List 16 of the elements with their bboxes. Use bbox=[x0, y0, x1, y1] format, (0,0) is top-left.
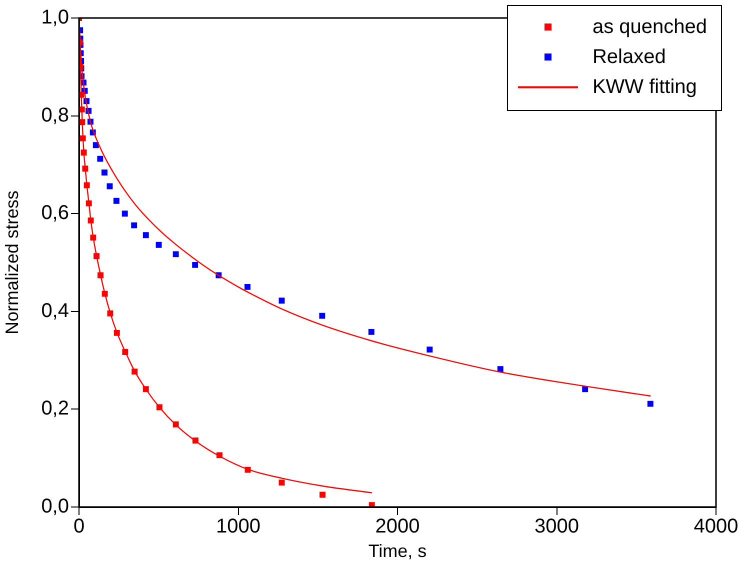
x-tick-label: 2000 bbox=[375, 516, 420, 538]
y-tick-label: 0,2 bbox=[41, 398, 69, 420]
legend-label: Relaxed bbox=[592, 46, 666, 68]
x-tick-label: 3000 bbox=[534, 516, 579, 538]
x-axis-title: Time, s bbox=[368, 541, 427, 562]
x-tick-label: 4000 bbox=[694, 516, 738, 538]
y-axis-title: Normalized stress bbox=[2, 190, 22, 335]
y-tick-label: 1,0 bbox=[41, 6, 69, 29]
y-tick-label: 0,6 bbox=[41, 202, 69, 224]
legend-label: KWW fitting bbox=[592, 76, 697, 98]
x-tick-label: 0 bbox=[73, 516, 85, 538]
legend-label: as quenched bbox=[592, 16, 707, 38]
y-tick-label: 0,8 bbox=[41, 104, 69, 126]
y-tick-label: 0,0 bbox=[41, 496, 69, 518]
y-tick-label: 0,4 bbox=[41, 300, 69, 322]
x-tick-label: 1000 bbox=[216, 516, 260, 538]
